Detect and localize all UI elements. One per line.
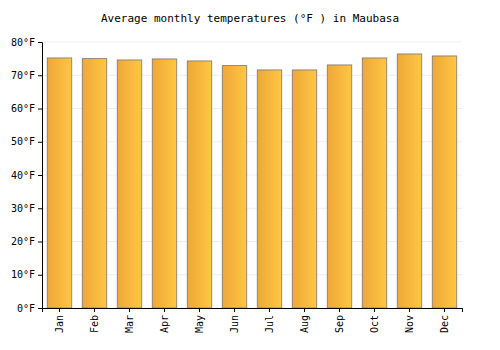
tick-label: 20°F [11,236,35,247]
grid [42,42,462,308]
tick-label: 30°F [11,203,35,214]
tick: Feb [89,308,100,333]
tick-mark [38,208,42,209]
tick-label: 0°F [17,303,35,314]
tick: 10°F [11,269,42,280]
tick-mark [129,308,130,312]
tick-mark [38,75,42,76]
tick-label: Sep [334,315,345,333]
bar [397,54,422,308]
tick-mark [38,308,42,309]
bar [222,66,247,308]
tick-mark [199,308,200,312]
tick: 20°F [11,236,42,247]
tick-mark [94,308,95,312]
tick-label: May [194,315,205,333]
tick-mark [304,308,305,312]
tick: 50°F [11,136,42,147]
grid-line [42,42,462,43]
axis-line [43,309,463,313]
tick: Apr [159,308,170,333]
tick-mark [444,308,445,312]
tick-label: Jan [54,315,65,333]
tick-label: Jul [264,315,275,333]
tick-mark [409,308,410,312]
bar [327,65,352,308]
tick-mark [374,308,375,312]
bars [47,54,457,308]
tick: 0°F [17,303,42,314]
tick-label: Aug [299,315,310,333]
tick-label: 40°F [11,170,35,181]
tick: Oct [369,308,380,333]
tick: Jan [54,308,65,333]
tick: 80°F [11,37,42,48]
tick-label: Dec [439,315,450,333]
bar [187,61,212,308]
tick-label: 80°F [11,37,35,48]
chart: Average monthly temperatures (°F ) in Ma… [0,0,500,350]
tick-label: 60°F [11,103,35,114]
tick: Jul [264,308,275,333]
tick-mark [38,142,42,143]
tick-label: Jun [229,315,240,333]
tick: Mar [124,308,135,333]
bar [82,59,107,308]
tick: 70°F [11,70,42,81]
bar [152,59,177,308]
tick-mark [38,42,42,43]
tick: 40°F [11,170,42,181]
bar [257,70,282,308]
tick-mark [38,175,42,176]
tick: Nov [404,308,415,333]
x-axis: Jan Feb Mar Apr May Jun Jul Aug Sep Oct Nov Dec [43,308,463,333]
y-axis: 0°F 10°F 20°F 30°F 40°F 50°F 60°F 70°F 80°F [11,37,43,314]
tick-mark [339,308,340,312]
tick-mark [269,308,270,312]
tick-mark [38,275,42,276]
bar [292,70,317,308]
tick-mark [38,109,42,110]
bar [362,58,387,308]
tick-mark [59,308,60,312]
tick-label: Nov [404,315,415,333]
tick-label: 70°F [11,70,35,81]
axis-line [38,43,43,309]
tick-label: Feb [89,315,100,333]
bar [47,58,72,308]
tick: Jun [229,308,240,333]
tick-label: Apr [159,315,170,333]
tick-label: 50°F [11,136,35,147]
tick-mark [164,308,165,312]
tick-mark [234,308,235,312]
title: Average monthly temperatures (°F ) in Ma… [101,12,399,25]
bar [117,60,142,308]
tick: May [194,308,205,333]
tick: 30°F [11,203,42,214]
tick: Dec [439,308,450,333]
tick: 60°F [11,103,42,114]
tick: Aug [299,308,310,333]
tick: Sep [334,308,345,333]
tick-label: Mar [124,315,135,333]
tick-label: 10°F [11,269,35,280]
tick-mark [38,242,42,243]
tick-label: Oct [369,315,380,333]
bar [432,56,457,308]
